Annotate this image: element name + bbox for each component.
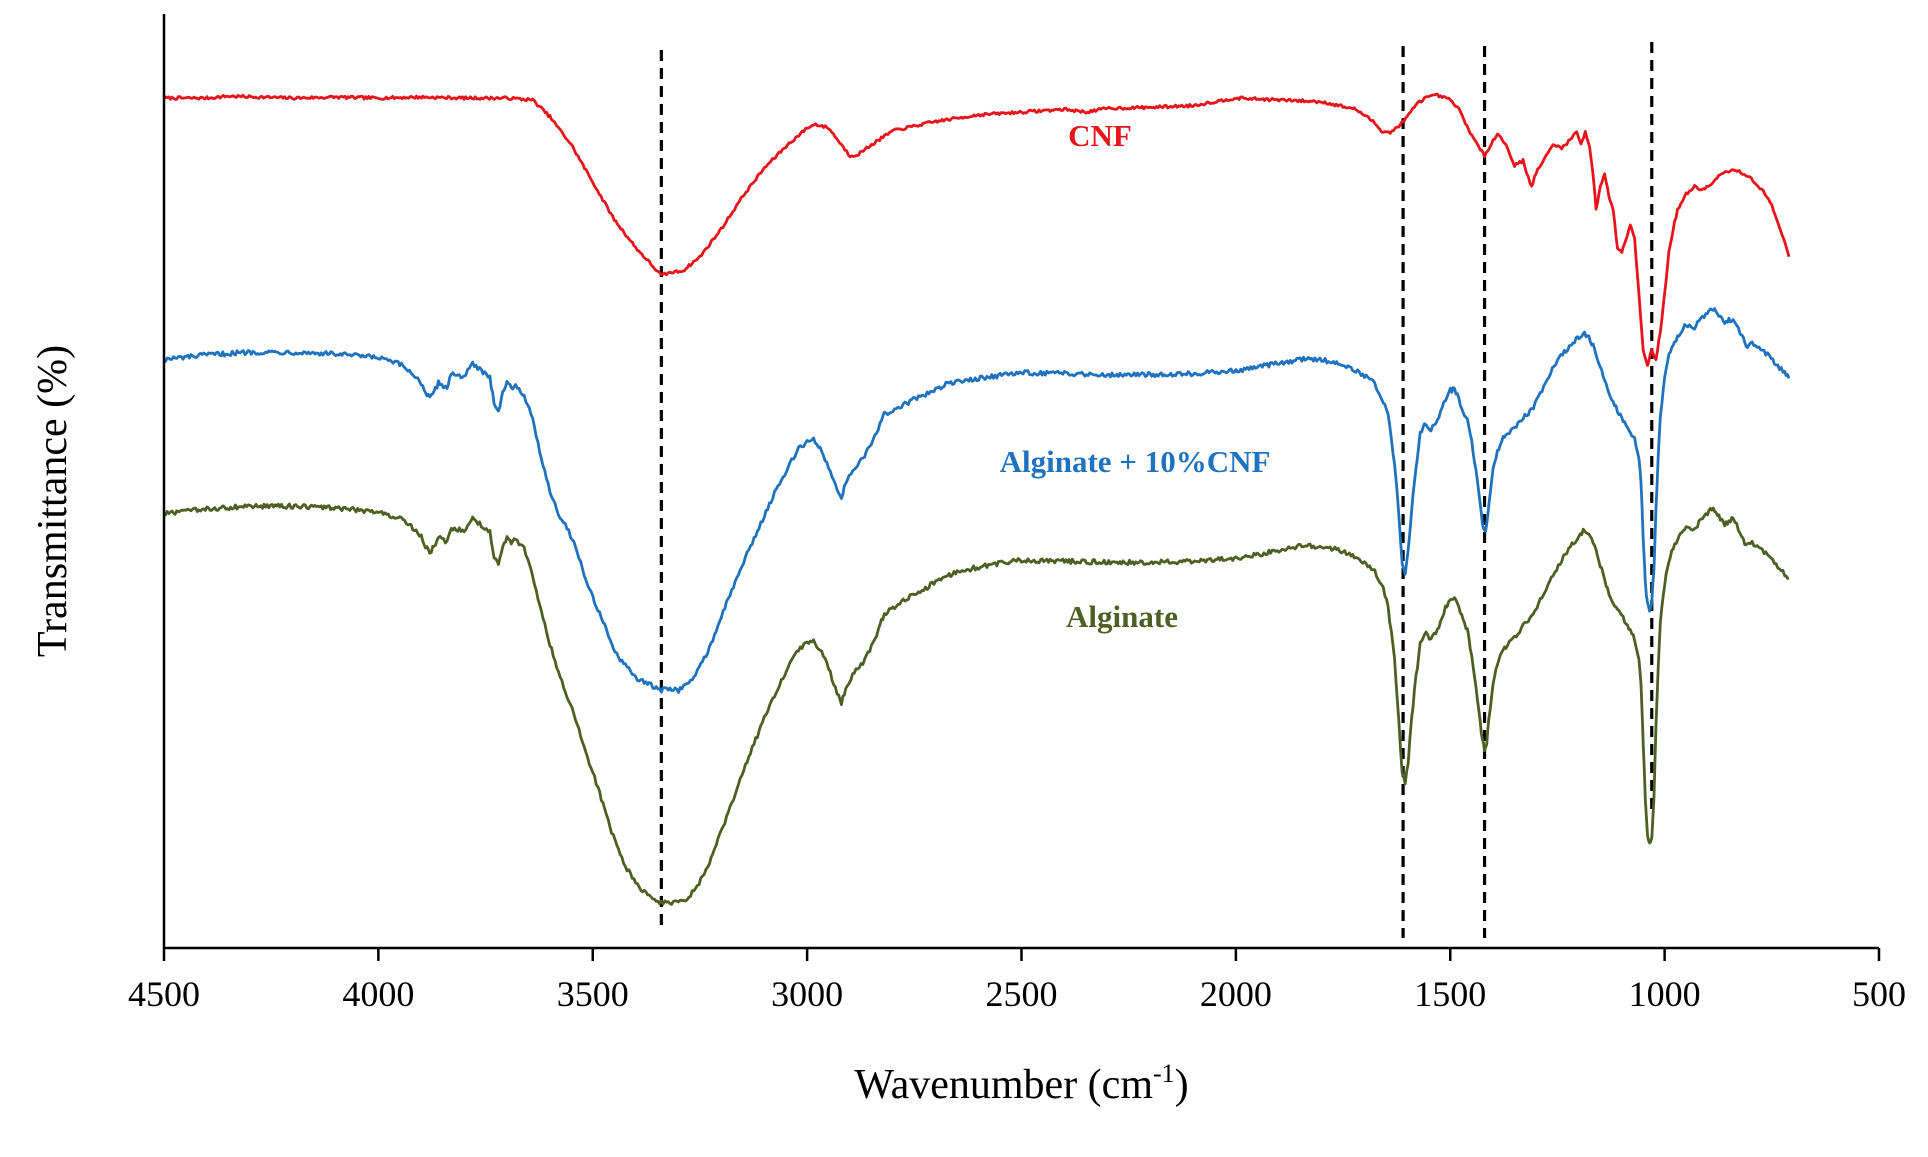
axes: 4500 4000 3500 3000 2500 2000 1500 1000 500 [128,14,1906,1014]
series-labels: CNF Alginate + 10%CNF Alginate [1000,118,1271,634]
series-layer [162,92,1791,906]
x-tick-label: 4500 [128,974,200,1014]
series-line-cnf [162,92,1791,367]
x-axis-title-close: ) [1175,1062,1189,1108]
x-tick-label: 3500 [557,974,629,1014]
x-tick-label: 1000 [1629,974,1701,1014]
series-label-0: CNF [1068,118,1132,153]
y-axis-title: Transmittance (%) [30,345,76,657]
series-label-1: Alginate + 10%CNF [1000,444,1271,479]
x-axis-title-superscript: -1 [1153,1059,1175,1088]
x-axis-title: Wavenumber (cm-1) [854,1059,1188,1108]
reference-lines [659,42,1654,938]
x-tick-label: 500 [1852,974,1906,1014]
x-tick-label: 2500 [986,974,1058,1014]
x-tick-label: 4000 [342,974,414,1014]
x-tick-label: 1500 [1414,974,1486,1014]
x-tick-label: 3000 [771,974,843,1014]
series-line-alginate [163,502,1790,906]
series-label-2: Alginate [1066,599,1178,634]
x-axis-title-text: Wavenumber (cm [854,1062,1153,1108]
series-line-alginate-10-cnf [163,307,1791,694]
x-tick-label: 2000 [1200,974,1272,1014]
x-ticks: 4500 4000 3500 3000 2500 2000 1500 1000 500 [128,948,1906,1014]
